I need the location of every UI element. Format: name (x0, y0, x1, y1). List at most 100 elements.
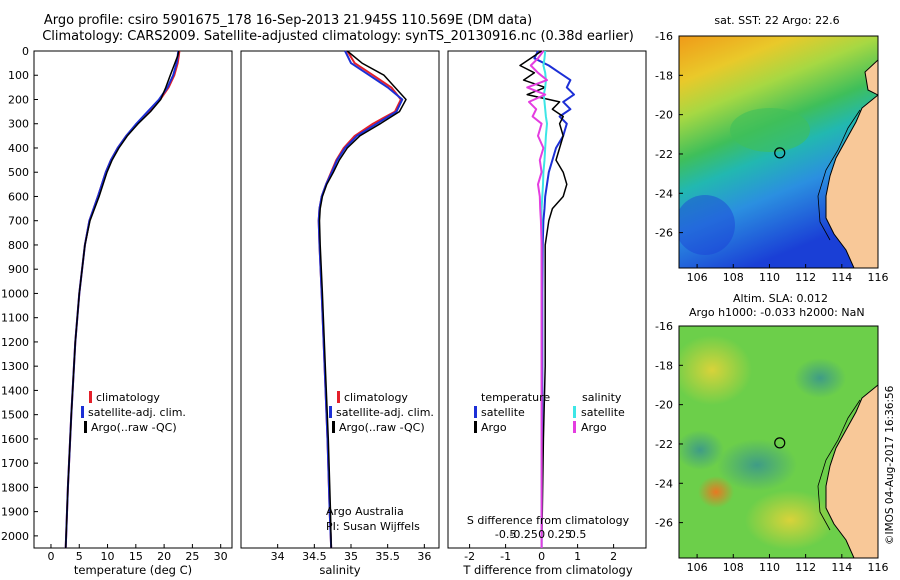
sst-map: sat. SST: 22 Argo: 22.6 -16-18-20-22-24-… (655, 14, 888, 284)
lon-tick-label: 110 (759, 271, 780, 284)
depth-tick-label: 1800 (1, 481, 29, 494)
depth-tick-label: 800 (8, 239, 29, 252)
x-tick-label: 34 (271, 550, 285, 563)
depth-tick-label: 700 (8, 215, 29, 228)
x-tick-label: 2 (610, 550, 617, 563)
s-difference-xlabel: S difference from climatology (467, 514, 630, 527)
legend-swatch-t-satellite (474, 406, 477, 418)
legend-swatch-s-argo (573, 421, 576, 433)
legend-swatch-argo-2 (332, 421, 335, 433)
depth-tick-label: 1700 (1, 457, 29, 470)
sst-warm-patch (730, 108, 810, 152)
temperature-xlabel: temperature (deg C) (74, 563, 192, 577)
s-diff-tick-label: -0.25 (509, 528, 537, 541)
depth-tick-label: 600 (8, 190, 29, 203)
x-tick-label: -1 (500, 550, 511, 563)
depth-tick-label: 500 (8, 166, 29, 179)
lon-tick-label: 112 (795, 561, 816, 574)
legend-s-argo: Argo (581, 421, 607, 434)
sst-land (825, 94, 878, 268)
salinity-lines (317, 50, 407, 549)
legend-salinity-title: salinity (582, 391, 622, 404)
lon-tick-label: 108 (723, 561, 744, 574)
depth-tick-label: 1100 (1, 312, 29, 325)
legend-swatch-satellite (81, 406, 84, 418)
lat-tick-label: -24 (655, 477, 673, 490)
credit-timestamp: ©IMOS 04-Aug-2017 16:36:56 (884, 385, 896, 545)
lat-tick-label: -22 (655, 148, 673, 161)
x-tick-label: 0 (47, 550, 54, 563)
lon-tick-label: 106 (687, 271, 708, 284)
x-tick-label: 35.5 (375, 550, 400, 563)
x-tick-label: 1 (574, 550, 581, 563)
sst-shelf-contour (817, 109, 861, 241)
s-diff-tick-label: 0.5 (569, 528, 587, 541)
depth-tick-label: 900 (8, 263, 29, 276)
depth-tick-label: 300 (8, 118, 29, 131)
lat-tick-label: -16 (655, 320, 673, 333)
sla-low-1 (794, 358, 846, 398)
difference-ticks: -2 -1 0 1 2 (464, 544, 617, 563)
temperature-lines (64, 50, 181, 549)
sla-low-2 (717, 439, 797, 491)
depth-tick-labels: 0 100 200 300 400 500 600 700 800 900 1000 1100 1200… (1, 45, 452, 543)
s-diff-tick-label: -0.5 (495, 528, 516, 541)
legend-t-satellite: satellite (481, 406, 525, 419)
depth-tick-label: 1600 (1, 433, 29, 446)
legend-climatology: climatology (96, 391, 160, 404)
sla-map-title: Altim. SLA: 0.012 (733, 292, 828, 305)
salinity-legend: climatology satellite-adj. clim. Argo(..… (329, 391, 434, 434)
depth-tick-label: 2000 (1, 530, 29, 543)
legend-satellite: satellite-adj. clim. (88, 406, 186, 419)
legend-climatology-2: climatology (344, 391, 408, 404)
info-organisation: Argo Australia (326, 505, 404, 518)
lat-tick-label: -18 (655, 69, 673, 82)
sst-land-north (864, 59, 878, 96)
lat-tick-label: -18 (655, 359, 673, 372)
depth-tick-label: 1400 (1, 384, 29, 397)
sla-shelf-contour (817, 399, 861, 531)
x-tick-label: 10 (101, 550, 115, 563)
depth-tick-label: 1300 (1, 360, 29, 373)
lat-tick-label: -20 (655, 109, 673, 122)
x-tick-label: 5 (76, 550, 83, 563)
figure-title-line2: Climatology: CARS2009. Satellite-adjuste… (42, 29, 634, 44)
depth-tick-label: 400 (8, 142, 29, 155)
depth-tick-label: 1000 (1, 287, 29, 300)
x-tick-label: 15 (129, 550, 143, 563)
difference-panel: -2 -1 0 1 2 T difference from climatology S … (447, 50, 647, 577)
t-difference-xlabel: T difference from climatology (462, 563, 633, 577)
sst-map-title: sat. SST: 22 Argo: 22.6 (714, 14, 839, 27)
depth-tick-label: 1200 (1, 336, 29, 349)
x-tick-label: 35 (344, 550, 358, 563)
depth-tick-label: 0 (22, 45, 29, 58)
salinity-xlabel: salinity (319, 563, 360, 577)
legend-t-argo: Argo (481, 421, 507, 434)
lat-tick-label: -26 (655, 517, 673, 530)
sla-low-3 (679, 430, 724, 470)
sst-float-marker (774, 147, 786, 159)
lat-tick-label: -20 (655, 399, 673, 412)
legend-swatch-satellite-2 (329, 406, 332, 418)
sla-map-subtitle: Argo h1000: -0.033 h2000: NaN (689, 306, 865, 319)
sla-map: Altim. SLA: 0.012 Argo h1000: -0.033 h20… (655, 292, 888, 574)
info-pi: PI: Susan Wijffels (326, 520, 420, 533)
lon-tick-label: 116 (868, 561, 889, 574)
sla-float-marker (774, 437, 786, 449)
sla-map-ticks: -16 -18 -20 -22 -24 -26 106 108 110 112 114 116 (655, 320, 888, 574)
legend-temperature-title: temperature (481, 391, 550, 404)
depth-tick-label: 1900 (1, 506, 29, 519)
temperature-ticks: 0 5 10 15 20 25 30 (47, 544, 228, 563)
legend-swatch-argo (84, 421, 87, 433)
sst-map-ticks: -16 -18 -20 -22 -24 -26 106 108 110 112 114 116 (655, 30, 888, 284)
series-line-argo-raw-qc- (318, 50, 407, 549)
lon-tick-label: 114 (831, 561, 852, 574)
figure-title-line1: Argo profile: csiro 5901675_178 16-Sep-2… (44, 13, 532, 28)
lon-tick-label: 112 (795, 271, 816, 284)
series-line-argo-raw-qc- (64, 50, 180, 549)
salinity-axes-frame (240, 50, 440, 549)
s-diff-tick-label: 0.25 (547, 528, 572, 541)
x-tick-label: 30 (214, 550, 228, 563)
legend-swatch-climatology-2 (337, 391, 340, 403)
difference-legend: temperature satellite Argo salinity sate… (474, 391, 625, 434)
